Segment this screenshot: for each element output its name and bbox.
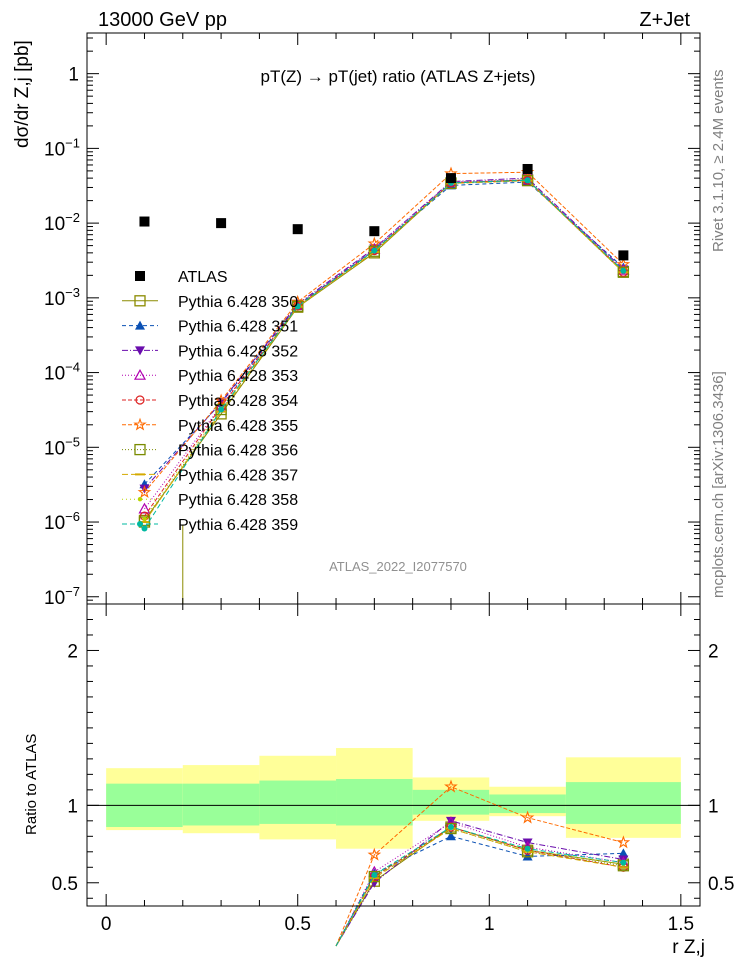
data-markers [139,163,629,261]
header-process: Z+Jet [639,9,690,31]
ratio-point-1 [618,848,629,858]
ratio-axis-label: Ratio to ATLAS [23,734,40,835]
header-energy: 13000 GeV pp [98,9,227,31]
legend-label-3: Pythia 6.428 353 [178,368,298,385]
ratio-point-9 [447,824,454,831]
data-point [139,216,150,227]
ratio-point-9 [371,872,378,879]
y-tick-label: 10−6 [44,509,80,534]
legend-marker-6 [134,443,146,456]
ratio-point-9 [620,859,627,866]
x-tick-label: 1 [484,914,495,935]
rivet-label: Rivet 3.1.10, ≥ 2.4M events [710,70,727,253]
ratio-point-1 [445,831,456,841]
y-tick-label: 1 [68,65,79,86]
ratio-tick-label-right: 1 [708,796,719,817]
legend-label-9: Pythia 6.428 359 [178,517,298,534]
data-point [522,163,533,174]
legend-marker-5 [133,417,147,431]
ratio-line-6 [335,828,624,947]
series-point-9 [218,406,225,413]
legend-marker-2 [135,346,145,356]
y-tick-label: 10−3 [44,285,80,310]
x-axis-label: r Z,j [672,937,705,958]
data-point [618,250,629,261]
ratio-point-1 [522,851,533,861]
series-point-3 [138,502,151,514]
chart-title: pT(Z) → pT(jet) ratio (ATLAS Z+jets) [260,67,535,86]
legend: ATLAS Pythia 6.428 350 Pythia 6.428 351 Pyt… [122,269,298,534]
ratio-line-2 [335,820,624,947]
legend-label-2: Pythia 6.428 352 [178,343,298,360]
ratio-line-3 [335,821,624,947]
legend-marker-0 [134,295,146,307]
legend-label-0: Pythia 6.428 350 [178,294,298,311]
data-point [216,218,227,229]
uncertainty-band-inner [412,789,490,815]
legend-label-1: Pythia 6.428 351 [178,319,298,336]
axis-ticks: 0 0.5 1 1.5 10−7 10−6 10−5 10−4 10−3 10−2 10−1 1 0.5… [44,33,734,935]
series-point-5 [137,485,152,499]
ratio-line-7 [335,828,624,947]
series-point-9 [141,525,148,532]
ratio-tick-label-right: 0.5 [708,874,734,895]
series-point-6 [215,403,227,416]
ratio-point-2 [445,816,456,826]
legend-marker-data [135,271,145,281]
series-point-9 [294,303,301,310]
legend-label-data: ATLAS [178,269,228,286]
series-point-2 [139,484,150,494]
series-point-9 [620,267,627,274]
y-tick-label: 10−7 [44,584,80,609]
mcplots-label: mcplots.cern.ch [arXiv:1306.3436] [710,371,727,598]
ratio-point-6 [368,870,380,883]
uncertainty-band-inner [336,779,413,826]
y-tick-label: 10−1 [44,135,80,160]
uncertainty-band-inner [259,780,337,824]
legend-marker-8 [137,497,143,502]
analysis-watermark: ATLAS_2022_I2077570 [329,559,467,574]
series-point-5 [214,393,228,407]
series-point-9 [524,177,531,184]
uncertainty-band-inner [489,794,566,814]
uncertainty-band-inner [565,782,681,824]
y-axis-label: dσ/dr Z,j [pb] [12,40,33,148]
ratio-bands [87,748,700,849]
x-tick-label: 0 [101,914,112,935]
legend-marker-3 [133,368,147,380]
ratio-point-5 [616,835,631,849]
ratio-tick-label: 0.5 [52,874,78,895]
data-point [445,173,456,184]
series-point-9 [371,247,378,254]
y-tick-label: 10−2 [44,210,80,235]
legend-marker-9 [137,521,143,527]
ratio-tick-label: 2 [67,641,78,662]
ratio-point-5 [520,810,535,824]
series-point-8 [142,516,147,522]
series-point-5 [616,257,631,271]
x-tick-label: 0.5 [285,914,311,935]
legend-label-5: Pythia 6.428 355 [178,418,298,435]
legend-label-6: Pythia 6.428 356 [178,443,298,460]
data-point [369,226,380,237]
legend-marker-1 [135,320,145,330]
ratio-line-5 [335,786,624,947]
legend-marker-4 [135,395,145,405]
ratio-point-9 [524,845,531,852]
legend-label-7: Pythia 6.428 357 [178,467,298,484]
data-point [292,224,303,235]
mc-curves [137,165,631,947]
y-tick-label: 10−4 [44,360,80,385]
ratio-point-5 [367,847,382,861]
x-tick-label: 1.5 [668,914,694,935]
ratio-tick-label-right: 2 [708,641,719,662]
legend-label-8: Pythia 6.428 358 [178,492,298,509]
ratio-frame [86,603,701,907]
y-tick-label: 10−5 [44,434,80,459]
ratio-tick-label: 1 [67,796,78,817]
legend-label-4: Pythia 6.428 354 [178,393,298,410]
ratio-point-5 [444,779,458,793]
uncertainty-band-inner [182,783,260,826]
